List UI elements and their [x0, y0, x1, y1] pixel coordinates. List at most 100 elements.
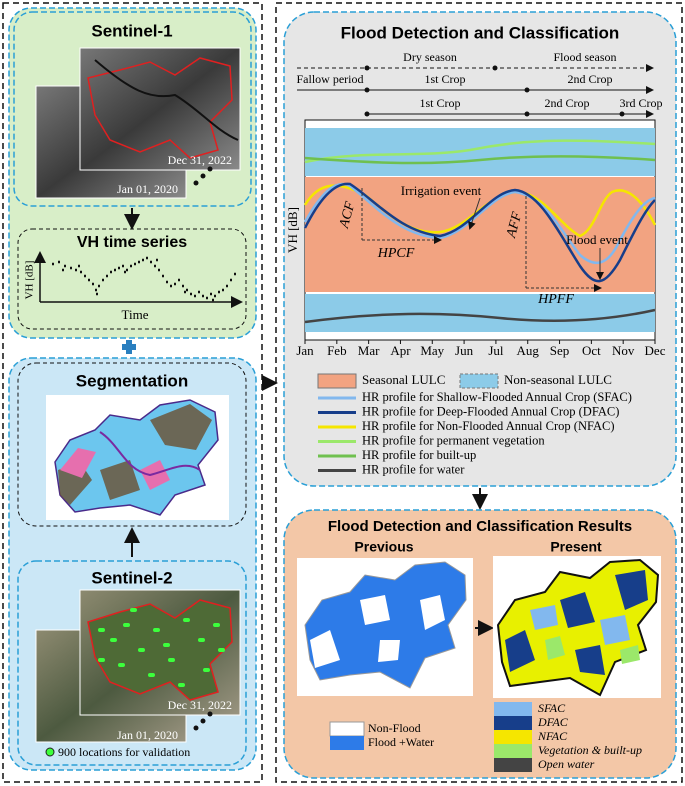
- segmentation-segments-pink: [60, 448, 170, 490]
- hpff: HPFF: [537, 292, 574, 307]
- validation-points: [98, 608, 225, 687]
- dot: [364, 87, 370, 93]
- crop-label: 1st Crop: [419, 96, 460, 110]
- sentinel1-title: Sentinel-1: [91, 21, 172, 40]
- present-map-dfac: [505, 570, 648, 675]
- river: [94, 59, 239, 141]
- dot: [492, 65, 498, 71]
- validation-marker: [45, 747, 55, 757]
- legend-swatch: [317, 373, 357, 389]
- crop-label: 1st Crop: [424, 72, 465, 86]
- irrigation-event: Irrigation event: [401, 183, 482, 198]
- irrigation-arrow: [468, 197, 481, 230]
- legend-swatch: [494, 730, 532, 744]
- right-panel: [275, 2, 683, 783]
- legend-swatch: [494, 702, 532, 716]
- month-label: Jan: [296, 343, 314, 358]
- acf: ACF: [337, 200, 359, 231]
- month-label: Jun: [455, 343, 474, 358]
- crop-label: 2nd Crop: [568, 72, 613, 86]
- legend-label: Flood +Water: [368, 735, 434, 749]
- vegetation-curve: [304, 139, 656, 164]
- ts-y-label: VH [dB]: [24, 261, 36, 300]
- dot: [193, 180, 199, 186]
- legend-label: Open water: [538, 757, 595, 771]
- legend-swatch: [494, 758, 532, 772]
- legend-label: Seasonal LULC: [362, 372, 445, 387]
- legend-label: Vegetation & built-up: [538, 743, 642, 757]
- month-label: Feb: [327, 343, 347, 358]
- flood-event: Flood event: [566, 232, 628, 247]
- water-curve: [304, 308, 656, 324]
- y-axis-label: VH [dB]: [285, 207, 300, 253]
- legend-label: DFAC: [537, 715, 569, 729]
- legend-label: SFAC: [538, 701, 566, 715]
- dfac-curve: [303, 182, 656, 283]
- legend-label: Non-Flood: [368, 721, 421, 735]
- legend-label: HR profile for built-up: [362, 448, 476, 462]
- timeseries-box: [17, 228, 247, 330]
- plus: [122, 340, 136, 354]
- aff: AFF: [504, 210, 526, 240]
- month-label: May: [420, 343, 444, 358]
- flood-season: Flood season: [554, 50, 617, 64]
- legend-label: HR profile for Non-Flooded Annual Crop (…: [362, 419, 615, 433]
- month-label: Sep: [550, 343, 570, 358]
- results-title: Flood Detection and Classification Resul…: [328, 518, 632, 535]
- dot: [364, 111, 370, 117]
- present-map-veg: [545, 636, 640, 664]
- sentinel2-title: Sentinel-2: [91, 568, 172, 587]
- present-map-sfac: [530, 605, 630, 645]
- sentinel1-date-start: Jan 01, 2020: [117, 182, 178, 196]
- legend-swatch: [494, 744, 532, 758]
- sentinel2-date-end: Dec 31, 2022: [168, 698, 232, 712]
- sentinel1-image-front: [79, 47, 241, 171]
- sentinel2-box: [17, 560, 247, 766]
- legend-swatch: [330, 736, 364, 750]
- crop-label: 2nd Crop: [545, 96, 590, 110]
- sentinel1-date-end: Dec 31, 2022: [168, 153, 232, 167]
- ts-x-label: Time: [122, 307, 149, 322]
- builtup-curve: [304, 154, 656, 165]
- legend-lines: HR profile for Shallow-Flooded Annual Cr…: [318, 390, 632, 476]
- dot: [524, 87, 530, 93]
- dot: [200, 173, 206, 179]
- previous-map: [304, 561, 467, 689]
- legend-label: HR profile for Shallow-Flooded Annual Cr…: [362, 390, 632, 404]
- segmentation-title: Segmentation: [76, 371, 188, 390]
- month-axis: Jan Feb Mar Apr May Jun Jul Aug Sep Oct Nov Dec: [296, 340, 666, 358]
- sentinel1-box: [13, 11, 252, 207]
- present-map: [496, 558, 660, 697]
- legend-swatch: [459, 373, 499, 389]
- month-label: Aug: [517, 343, 540, 358]
- dot: [619, 111, 625, 117]
- month-label: Oct: [582, 343, 601, 358]
- month-label: Jul: [488, 343, 504, 358]
- sfac-curve: [303, 182, 656, 265]
- dry-season: Dry season: [403, 50, 457, 64]
- crop-label: 3rd Crop: [620, 96, 663, 110]
- fallow-period: Fallow period: [297, 72, 364, 86]
- month-label: Apr: [390, 343, 411, 358]
- month-label: Mar: [358, 343, 380, 358]
- legend-label: HR profile for permanent vegetation: [362, 433, 545, 447]
- ts-points: [52, 256, 236, 302]
- legend-swatch: [494, 716, 532, 730]
- previous-label: Previous: [354, 539, 413, 555]
- month-label: Dec: [645, 343, 666, 358]
- previous-map-nonflood: [310, 595, 445, 668]
- timeseries-title: VH time series: [77, 234, 187, 251]
- dot: [200, 718, 206, 724]
- legend-label: Non-seasonal LULC: [504, 372, 612, 387]
- dot: [193, 725, 199, 731]
- validation-label: 900 locations for validation: [58, 745, 190, 759]
- dot: [207, 711, 213, 717]
- dot: [364, 65, 370, 71]
- month-label: Nov: [612, 343, 635, 358]
- segmentation-segments: [58, 404, 212, 505]
- legend-label: HR profile for Deep-Flooded Annual Crop …: [362, 404, 619, 418]
